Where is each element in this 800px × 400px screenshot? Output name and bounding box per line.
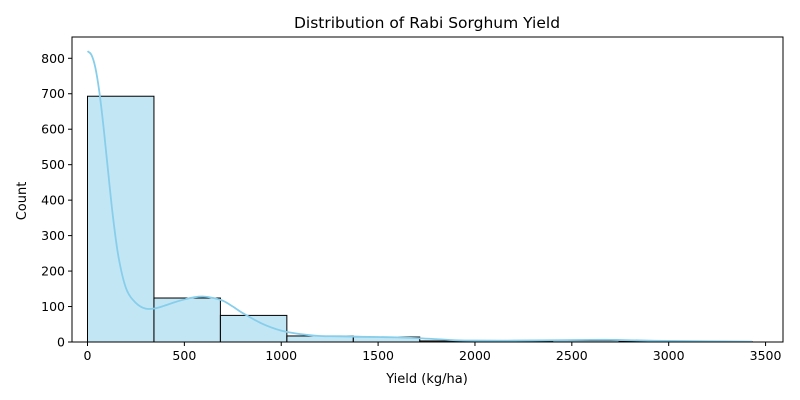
y-tick-label: 0	[57, 335, 65, 350]
y-tick-label: 300	[41, 228, 65, 243]
y-axis-label: Count	[15, 182, 30, 221]
x-axis: 0 500 1000 1500 2000 2500 3000 3500	[84, 342, 782, 363]
y-tick-label: 400	[41, 193, 65, 208]
histogram-bar-0	[86, 95, 155, 343]
y-tick-label: 800	[41, 51, 65, 66]
x-tick-label: 2500	[556, 348, 588, 363]
x-tick-label: 3500	[750, 348, 782, 363]
x-tick-label: 1500	[362, 348, 394, 363]
plot-frame	[71, 36, 784, 343]
x-tick-label: 500	[172, 348, 196, 363]
x-tick-label: 0	[84, 348, 92, 363]
y-tick-label: 200	[41, 264, 65, 279]
kde-group	[86, 50, 753, 343]
chart-title: Distribution of Rabi Sorghum Yield	[294, 14, 560, 32]
bars-group	[86, 95, 753, 343]
y-axis: 0 100 200 300 400 500 600 700 800	[41, 51, 72, 350]
x-tick-label: 3000	[653, 348, 685, 363]
kde-line	[86, 50, 753, 343]
y-tick-label: 700	[41, 86, 65, 101]
histogram-bar-1	[153, 297, 221, 343]
y-tick-label: 500	[41, 157, 65, 172]
y-tick-label: 100	[41, 299, 65, 314]
x-axis-label: Yield (kg/ha)	[385, 372, 468, 387]
x-tick-label: 2000	[459, 348, 491, 363]
y-tick-label: 600	[41, 122, 65, 137]
x-tick-label: 1000	[265, 348, 297, 363]
